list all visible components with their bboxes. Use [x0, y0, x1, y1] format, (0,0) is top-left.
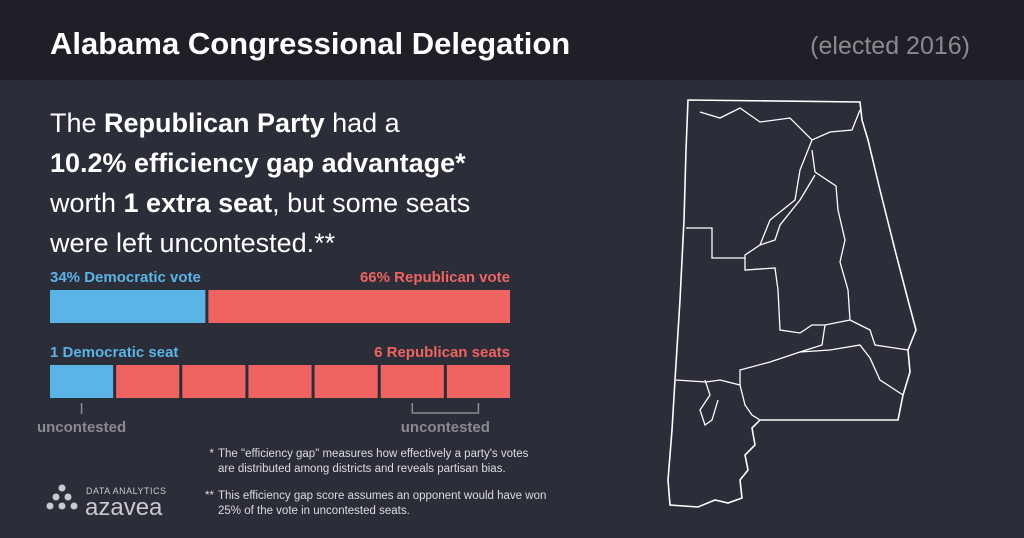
footnote-mark: ** [205, 490, 214, 502]
headline-line: The Republican Party had a [50, 108, 401, 138]
logo-dot [64, 493, 72, 501]
footnote-mark: * [210, 448, 215, 460]
seat-box [116, 365, 180, 398]
headline-run: Republican Party [104, 108, 325, 138]
logo-tagline: DATA ANALYTICS [86, 486, 167, 496]
footnote-line: The "efficiency gap" measures how effect… [218, 448, 529, 460]
footnote-line: This efficiency gap score assumes an opp… [218, 490, 546, 502]
seat-box [380, 365, 444, 398]
seat-box [446, 365, 510, 398]
headline-line: were left uncontested.** [49, 228, 336, 258]
district-line [686, 227, 745, 259]
district-line [699, 107, 861, 141]
vote-label: 66% Republican vote [360, 269, 510, 286]
seat-box [50, 365, 114, 398]
seat-label: 1 Democratic seat [50, 344, 178, 361]
headline-run: worth [49, 188, 124, 218]
district-line [739, 384, 761, 421]
logo-dot [58, 502, 66, 510]
headline-run: The [50, 108, 104, 138]
seat-box [182, 365, 246, 398]
headline-run: 1 extra seat [124, 188, 273, 218]
uncontested-label: uncontested [37, 419, 126, 436]
subtitle: (elected 2016) [810, 32, 970, 60]
headline-run: 10.2% efficiency gap advantage* [50, 148, 466, 178]
headline-line: worth 1 extra seat, but some seats [49, 188, 470, 218]
seat-box [314, 365, 378, 398]
headline-run: , but some seats [272, 188, 470, 218]
title: Alabama Congressional Delegation [50, 26, 570, 61]
vote-segment [208, 290, 510, 323]
district-line [799, 344, 904, 396]
district-line [849, 319, 909, 351]
footnote-line: 25% of the vote in uncontested seats. [218, 505, 410, 517]
footnote-line: are distributed among districts and reve… [218, 463, 506, 475]
headline-line: 10.2% efficiency gap advantage* [50, 148, 466, 178]
header-bar [0, 0, 1024, 80]
district-line [675, 324, 826, 386]
district-map [667, 99, 917, 508]
headline-run: had a [325, 108, 401, 138]
seat-box [248, 365, 312, 398]
district-line [744, 139, 851, 334]
district-line [699, 379, 719, 427]
district-line [759, 174, 816, 246]
logo-name: azavea [85, 494, 163, 521]
uncontested-label: uncontested [401, 419, 490, 436]
headline-run: were left uncontested.** [49, 228, 336, 258]
logo-dot [52, 493, 60, 501]
logo-dot [70, 502, 78, 510]
seat-label: 6 Republican seats [374, 344, 510, 361]
vote-label: 34% Democratic vote [50, 269, 201, 286]
vote-segment [50, 290, 206, 323]
logo-dot [58, 484, 66, 492]
uncontested-bracket [411, 403, 480, 414]
logo-dot [46, 502, 54, 510]
state-outline [667, 99, 917, 508]
